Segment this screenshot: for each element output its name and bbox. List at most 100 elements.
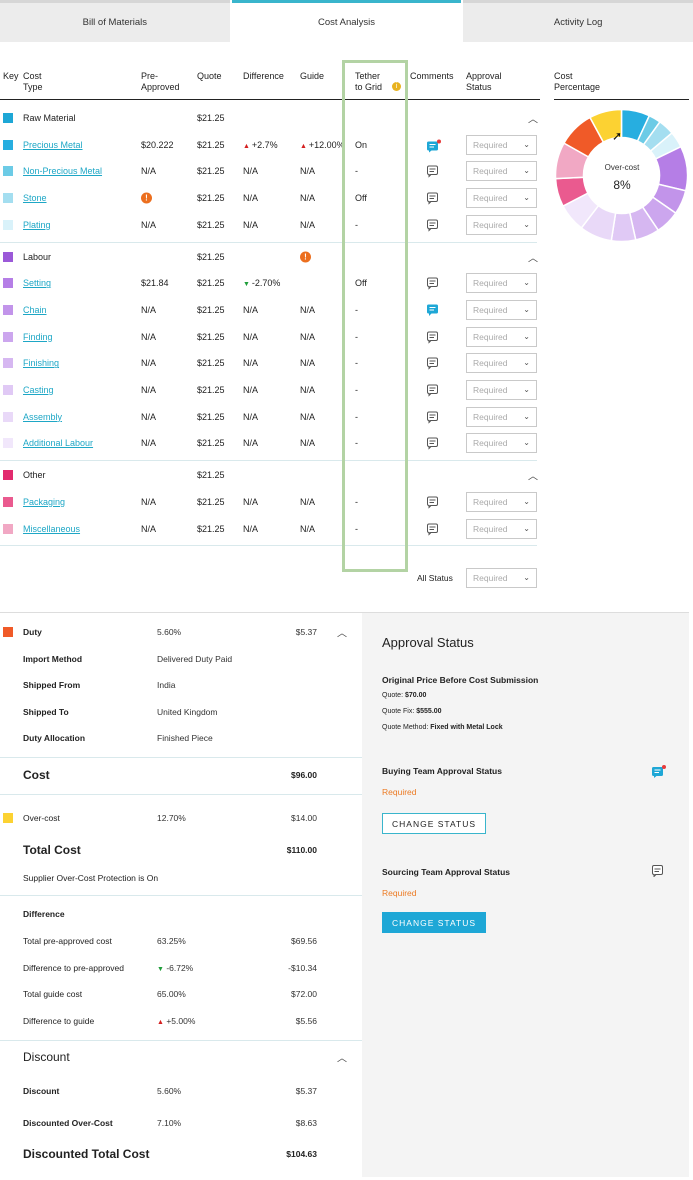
approval-status-select[interactable]: Required ⌄	[466, 406, 537, 427]
cost-type-link[interactable]: Packaging	[23, 496, 66, 507]
pre-approved-value: N/A	[141, 331, 157, 342]
cost-type-link[interactable]: Miscellaneous	[23, 523, 81, 534]
group-key	[3, 113, 13, 123]
comment-icon[interactable]	[427, 496, 439, 509]
cost-type-link[interactable]: Assembly	[23, 411, 63, 422]
comment-icon[interactable]	[427, 384, 439, 397]
difference-value: N/A	[243, 385, 258, 395]
sourcing-team-status: Required	[382, 888, 417, 898]
approval-status-select[interactable]: Required ⌄	[466, 326, 537, 347]
comment-icon[interactable]	[427, 165, 439, 179]
comment-icon[interactable]	[427, 277, 439, 290]
warning-icon: !	[141, 192, 152, 204]
group-row: Labour $21.25! ︿	[0, 244, 540, 270]
group-label: Labour	[23, 251, 52, 262]
approval-status-select[interactable]: Required ⌄	[466, 188, 537, 209]
guide-value: N/A	[300, 497, 315, 507]
comment-icon[interactable]	[427, 192, 439, 205]
cost-type-link[interactable]: Casting	[23, 385, 54, 395]
pre-approved-value: $20.222	[141, 139, 174, 150]
comment-icon[interactable]	[427, 437, 439, 451]
comment-icon[interactable]	[427, 331, 439, 344]
approval-status-select[interactable]: Required ⌄	[466, 299, 537, 320]
discounted-total-row: Discounted Total Cost $104.63	[0, 1142, 362, 1166]
up-arrow-icon: ▲	[157, 1019, 164, 1026]
tether-value: -	[355, 385, 358, 395]
guide-text: N/A	[300, 385, 316, 395]
approval-status-select[interactable]: Required ⌄	[466, 491, 537, 512]
chevron-down-icon: ⌄	[523, 304, 530, 314]
comment-icon[interactable]	[427, 219, 439, 232]
quote-value: $21.25	[197, 193, 225, 204]
info-icon[interactable]: i	[392, 82, 401, 91]
approval-status-select[interactable]: Required ⌄	[466, 161, 537, 182]
discount-title-row: Discount ︿	[0, 1045, 362, 1069]
cost-type-link[interactable]: Finding	[23, 331, 53, 342]
cost-type-link[interactable]: Precious Metal	[23, 139, 83, 150]
table-row: Packaging N/A $21.25 N/A N/A - Required ⌄	[0, 489, 540, 515]
all-status-select[interactable]: Required ⌄	[466, 568, 537, 588]
discount-pct: 5.60%	[157, 1086, 182, 1096]
collapse-icon[interactable]: ︿	[528, 471, 538, 483]
approval-status-value: Required	[473, 304, 508, 315]
approval-status-select[interactable]: Required ⌄	[466, 380, 537, 400]
approval-status-select[interactable]: Required ⌄	[466, 518, 537, 539]
comment-icon[interactable]	[427, 139, 441, 153]
approval-status-select[interactable]: Required ⌄	[466, 134, 537, 155]
buying-change-status-button[interactable]: CHANGE STATUS	[382, 813, 486, 834]
pre-approved-value: N/A	[141, 166, 157, 177]
table-row: Plating N/A $21.25 N/A N/A - Required ⌄	[0, 212, 540, 238]
shipped-to-value: United Kingdom	[157, 707, 218, 717]
header-tether: Tether to Grid	[355, 71, 383, 92]
tab-cost-analysis[interactable]: Cost Analysis	[231, 0, 462, 42]
comment-icon[interactable]	[427, 357, 439, 371]
comment-icon[interactable]	[652, 865, 665, 879]
comment-icon[interactable]	[427, 304, 439, 316]
approval-status-value: Required	[473, 385, 508, 395]
guide-text: N/A	[300, 411, 316, 422]
tether-value: On	[355, 139, 368, 150]
discounted-overcost-label: Discounted Over-Cost	[23, 1118, 113, 1128]
cost-type-link[interactable]: Finishing	[23, 358, 60, 369]
duty-row: Duty 5.60% $5.37 ︿	[0, 620, 362, 644]
cost-type-link[interactable]: Non-Precious Metal	[23, 166, 103, 177]
approval-status-select[interactable]: Required ⌄	[466, 273, 537, 294]
tab-activity-log[interactable]: Activity Log	[463, 0, 693, 42]
sourcing-change-status-button[interactable]: CHANGE STATUS	[382, 912, 486, 933]
difference-text: +2.7%	[251, 139, 278, 150]
guide-text: N/A	[300, 496, 316, 507]
section-divider	[0, 545, 537, 547]
group-key	[3, 470, 13, 481]
tab-bill-of-materials[interactable]: Bill of Materials	[0, 0, 230, 42]
difference-pct: ▼ -6.72%	[157, 963, 193, 973]
guide-value: N/A	[300, 305, 315, 315]
collapse-icon[interactable]: ︿	[528, 253, 538, 264]
comment-active-icon[interactable]	[652, 765, 666, 780]
approval-status-select[interactable]: Required ⌄	[466, 353, 537, 374]
collapse-icon[interactable]: ︿	[528, 114, 538, 126]
chevron-down-icon: ⌄	[523, 411, 530, 421]
tether-value: -	[355, 331, 358, 342]
difference-value: N/A	[243, 220, 258, 230]
duty-amount: $5.37	[295, 627, 317, 637]
difference-amount: $72.00	[291, 989, 317, 999]
cost-type-link[interactable]: Setting	[23, 278, 52, 289]
cost-type-link[interactable]: Plating	[23, 219, 51, 230]
duty-collapse-icon[interactable]: ︿	[337, 628, 347, 640]
discounted-overcost-row: Discounted Over-Cost 7.10% $8.63	[0, 1111, 362, 1135]
table-row: Stone! $21.25 N/A N/A Off Required ⌄	[0, 185, 540, 211]
header-difference: Difference	[243, 71, 284, 81]
duty-key	[3, 627, 13, 637]
row-key	[3, 496, 13, 507]
comment-icon[interactable]	[427, 411, 439, 424]
discounted-overcost-pct: 7.10%	[157, 1118, 182, 1128]
cost-type-link[interactable]: Chain	[23, 304, 47, 315]
cost-type-link[interactable]: Stone	[23, 193, 47, 204]
cost-type-link[interactable]: Additional Labour	[23, 438, 94, 449]
comment-icon[interactable]	[427, 523, 439, 536]
approval-status-select[interactable]: Required ⌄	[466, 433, 537, 454]
overcost-row: Over-cost 12.70% $14.00	[0, 806, 362, 830]
approval-status-select[interactable]: Required ⌄	[466, 214, 537, 235]
discount-collapse-icon[interactable]: ︿	[337, 1053, 347, 1065]
guide-value: N/A	[300, 385, 315, 395]
